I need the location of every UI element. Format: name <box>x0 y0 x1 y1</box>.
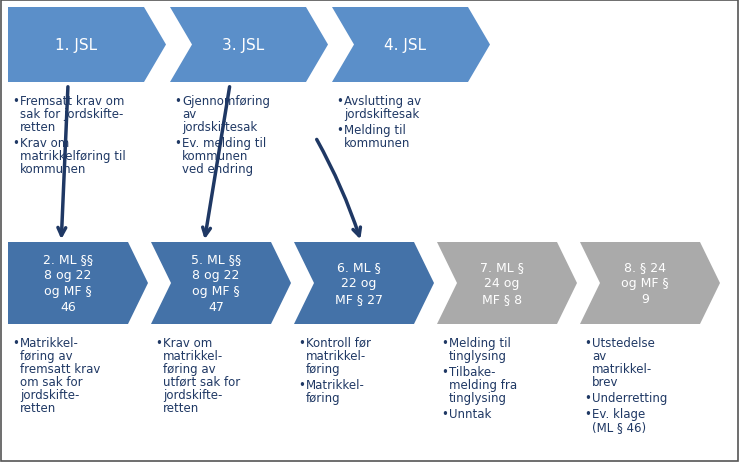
Polygon shape <box>170 8 328 83</box>
Text: Kontroll før: Kontroll før <box>306 336 371 349</box>
Text: Tilbake-: Tilbake- <box>449 365 496 378</box>
Text: 2. ML §§
8 og 22
og MF §
46: 2. ML §§ 8 og 22 og MF § 46 <box>43 253 93 314</box>
Text: •: • <box>336 124 343 137</box>
Text: jordskiftesak: jordskiftesak <box>344 108 420 121</box>
Text: av: av <box>592 349 606 362</box>
Text: retten: retten <box>163 401 199 414</box>
Text: sak for jordskifte-: sak for jordskifte- <box>20 108 124 121</box>
Text: •: • <box>441 365 448 378</box>
Text: •: • <box>336 95 343 108</box>
Text: •: • <box>441 336 448 349</box>
Text: •: • <box>584 391 591 404</box>
Text: 6. ML §
22 og
MF § 27: 6. ML § 22 og MF § 27 <box>335 261 383 306</box>
Polygon shape <box>8 243 148 324</box>
Text: matrikkel-: matrikkel- <box>306 349 366 362</box>
Text: •: • <box>12 95 19 108</box>
Text: Matrikkel-: Matrikkel- <box>20 336 79 349</box>
Text: •: • <box>12 137 19 150</box>
Text: om sak for: om sak for <box>20 375 83 388</box>
Text: jordskiftesak: jordskiftesak <box>182 121 258 134</box>
Text: fremsatt krav: fremsatt krav <box>20 362 101 375</box>
Text: Unntak: Unntak <box>449 407 491 420</box>
Text: matrikkel-: matrikkel- <box>592 362 652 375</box>
Text: 3. JSL: 3. JSL <box>223 38 265 53</box>
Polygon shape <box>437 243 577 324</box>
Text: 5. ML §§
8 og 22
og MF §
47: 5. ML §§ 8 og 22 og MF § 47 <box>191 253 241 314</box>
Text: •: • <box>174 95 181 108</box>
Text: •: • <box>584 336 591 349</box>
Text: Melding til: Melding til <box>344 124 406 137</box>
Text: kommunen: kommunen <box>344 137 411 150</box>
Text: Ev. klage: Ev. klage <box>592 407 645 420</box>
Text: Ev. melding til: Ev. melding til <box>182 137 266 150</box>
Text: •: • <box>12 336 19 349</box>
Text: Underretting: Underretting <box>592 391 667 404</box>
Text: føring: føring <box>306 362 340 375</box>
Text: matrikkel-: matrikkel- <box>163 349 223 362</box>
Text: retten: retten <box>20 121 56 134</box>
Text: •: • <box>441 407 448 420</box>
Text: brev: brev <box>592 375 619 388</box>
Text: retten: retten <box>20 401 56 414</box>
Text: Krav om: Krav om <box>20 137 70 150</box>
Text: Krav om: Krav om <box>163 336 212 349</box>
Text: tinglysing: tinglysing <box>449 391 507 404</box>
Text: tinglysing: tinglysing <box>449 349 507 362</box>
Text: •: • <box>155 336 162 349</box>
Polygon shape <box>8 8 166 83</box>
Text: 7. ML §
24 og
MF § 8: 7. ML § 24 og MF § 8 <box>480 261 524 306</box>
Text: 4. JSL: 4. JSL <box>385 38 426 53</box>
Polygon shape <box>580 243 720 324</box>
Polygon shape <box>151 243 291 324</box>
Text: kommunen: kommunen <box>182 150 249 163</box>
Text: Utstedelse: Utstedelse <box>592 336 655 349</box>
Text: matrikkelføring til: matrikkelføring til <box>20 150 126 163</box>
Text: jordskifte-: jordskifte- <box>20 388 79 401</box>
Text: jordskifte-: jordskifte- <box>163 388 223 401</box>
Text: føring av: føring av <box>20 349 73 362</box>
Text: Fremsatt krav om: Fremsatt krav om <box>20 95 124 108</box>
Text: Melding til: Melding til <box>449 336 511 349</box>
Text: •: • <box>298 378 305 391</box>
Text: •: • <box>174 137 181 150</box>
Text: ved endring: ved endring <box>182 163 253 175</box>
Text: •: • <box>584 407 591 420</box>
Text: •: • <box>298 336 305 349</box>
Text: kommunen: kommunen <box>20 163 87 175</box>
Text: Gjennomføring: Gjennomføring <box>182 95 270 108</box>
Text: melding fra: melding fra <box>449 378 517 391</box>
Polygon shape <box>294 243 434 324</box>
Text: føring: føring <box>306 391 340 404</box>
Text: av: av <box>182 108 196 121</box>
Text: 1. JSL: 1. JSL <box>55 38 97 53</box>
Text: (ML § 46): (ML § 46) <box>592 420 646 433</box>
Text: 8. § 24
og MF §
9: 8. § 24 og MF § 9 <box>621 261 669 306</box>
Text: føring av: føring av <box>163 362 215 375</box>
Text: Matrikkel-: Matrikkel- <box>306 378 365 391</box>
Text: Avslutting av: Avslutting av <box>344 95 421 108</box>
Text: utført sak for: utført sak for <box>163 375 240 388</box>
Polygon shape <box>332 8 490 83</box>
